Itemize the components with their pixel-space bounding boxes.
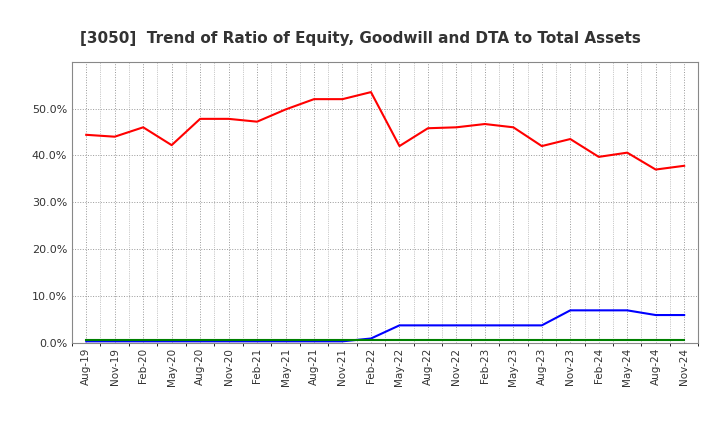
Goodwill	[167, 339, 176, 344]
Goodwill	[652, 312, 660, 318]
Deferred Tax Assets	[509, 337, 518, 343]
Deferred Tax Assets	[595, 337, 603, 343]
Equity	[509, 125, 518, 130]
Equity	[652, 167, 660, 172]
Deferred Tax Assets	[480, 337, 489, 343]
Deferred Tax Assets	[225, 337, 233, 343]
Goodwill	[310, 339, 318, 344]
Deferred Tax Assets	[566, 337, 575, 343]
Deferred Tax Assets	[282, 337, 290, 343]
Goodwill	[225, 339, 233, 344]
Equity	[623, 150, 631, 155]
Goodwill	[566, 308, 575, 313]
Line: Equity: Equity	[86, 92, 684, 169]
Deferred Tax Assets	[167, 337, 176, 343]
Goodwill	[595, 308, 603, 313]
Equity	[110, 134, 119, 139]
Equity	[480, 121, 489, 127]
Equity	[680, 163, 688, 169]
Deferred Tax Assets	[338, 337, 347, 343]
Deferred Tax Assets	[537, 337, 546, 343]
Line: Goodwill: Goodwill	[86, 310, 684, 341]
Goodwill	[366, 336, 375, 341]
Equity	[338, 96, 347, 102]
Deferred Tax Assets	[310, 337, 318, 343]
Deferred Tax Assets	[680, 337, 688, 343]
Deferred Tax Assets	[652, 337, 660, 343]
Goodwill	[452, 323, 461, 328]
Equity	[282, 107, 290, 112]
Deferred Tax Assets	[110, 337, 119, 343]
Equity	[595, 154, 603, 160]
Equity	[139, 125, 148, 130]
Goodwill	[253, 339, 261, 344]
Goodwill	[338, 339, 347, 344]
Goodwill	[623, 308, 631, 313]
Deferred Tax Assets	[452, 337, 461, 343]
Equity	[82, 132, 91, 137]
Equity	[566, 136, 575, 142]
Equity	[366, 89, 375, 95]
Deferred Tax Assets	[366, 337, 375, 343]
Deferred Tax Assets	[82, 337, 91, 343]
Deferred Tax Assets	[423, 337, 432, 343]
Deferred Tax Assets	[395, 337, 404, 343]
Goodwill	[196, 339, 204, 344]
Goodwill	[480, 323, 489, 328]
Goodwill	[110, 339, 119, 344]
Equity	[537, 143, 546, 149]
Goodwill	[139, 339, 148, 344]
Equity	[452, 125, 461, 130]
Equity	[167, 143, 176, 148]
Goodwill	[423, 323, 432, 328]
Deferred Tax Assets	[139, 337, 148, 343]
Equity	[196, 116, 204, 121]
Deferred Tax Assets	[196, 337, 204, 343]
Equity	[310, 96, 318, 102]
Equity	[225, 116, 233, 121]
Goodwill	[282, 339, 290, 344]
Deferred Tax Assets	[623, 337, 631, 343]
Text: [3050]  Trend of Ratio of Equity, Goodwill and DTA to Total Assets: [3050] Trend of Ratio of Equity, Goodwil…	[80, 31, 640, 46]
Goodwill	[509, 323, 518, 328]
Goodwill	[680, 312, 688, 318]
Equity	[423, 125, 432, 131]
Deferred Tax Assets	[253, 337, 261, 343]
Goodwill	[395, 323, 404, 328]
Goodwill	[82, 339, 91, 344]
Equity	[395, 143, 404, 149]
Goodwill	[537, 323, 546, 328]
Equity	[253, 119, 261, 125]
